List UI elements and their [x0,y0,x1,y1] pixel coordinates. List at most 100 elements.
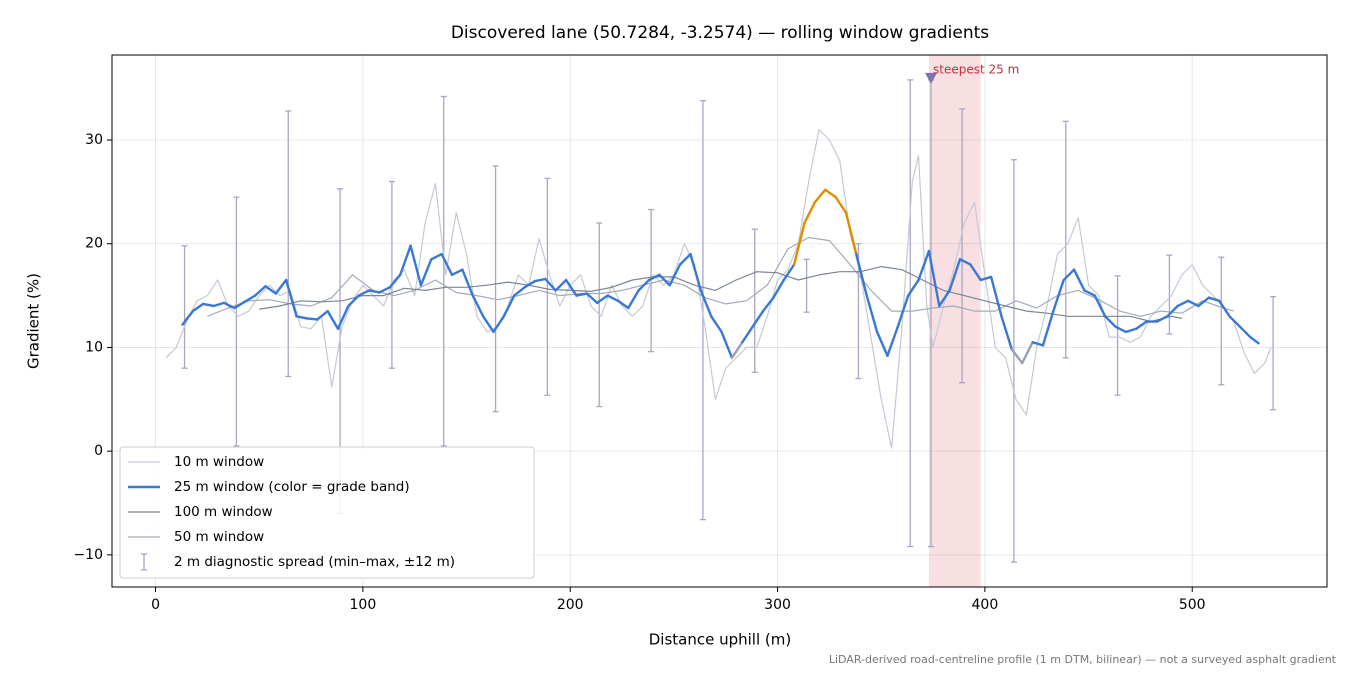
line-segment [1176,299,1190,308]
line-segment [782,263,796,282]
line-segment [471,294,485,318]
line-segment [1228,315,1242,328]
line-segment [824,188,837,199]
line-segment [678,252,692,266]
line-segment [606,294,620,302]
footnote: LiDAR-derived road-centreline profile (1… [829,653,1337,666]
line-segment [730,341,744,360]
line-segment [222,301,236,310]
legend-label: 2 m diagnostic spread (min–max, ±12 m) [174,554,455,570]
line-segment [1103,315,1117,328]
line-segment [336,304,350,330]
line-segment [233,300,246,310]
error-bar [544,177,551,396]
line-segment [969,263,982,282]
line-segment [430,252,443,261]
legend-label: 100 m window [174,504,273,520]
x-axis-label: Distance uphill (m) [649,631,791,649]
line-segment [533,277,547,283]
line-segment [989,275,1003,318]
line-segment [896,294,910,328]
line-segment [844,211,858,256]
legend-label: 10 m window [174,454,264,470]
line-segment [761,296,775,313]
y-tick-label: 0 [94,443,103,459]
line-segment [326,309,340,330]
line-segment [367,289,381,294]
line-segment [627,289,640,310]
line-segment [1124,327,1138,334]
line-segment [948,258,962,292]
line-segment [855,252,868,297]
line-segment [191,302,205,313]
line-segment [1052,278,1065,313]
line-segment [419,258,433,287]
x-tick-label: 500 [1179,597,1206,613]
line-segment [243,294,257,304]
line-segment [398,244,412,277]
line-segment [1062,268,1076,282]
chart-title: Discovered lane (50.7284, -3.2574) — rol… [451,23,989,43]
y-tick-label: 10 [85,339,103,355]
error-bar [181,245,188,369]
line-segment [212,301,226,308]
error-bar [1270,295,1277,411]
line-segment [450,268,464,277]
highlight-region [928,55,981,587]
line-segment [1249,335,1260,345]
line-segment [481,315,495,334]
line-segment [813,188,827,204]
error-bar [1114,275,1121,396]
line-series [259,266,1183,323]
line-segment [803,201,817,225]
line-segment [917,249,931,282]
error-bar [388,180,395,369]
line-segment [461,268,474,297]
line-segment [658,273,671,287]
line-series [207,236,1234,317]
line-segment [409,244,423,287]
legend-label: 50 m window [174,529,264,545]
line-segment [1197,296,1211,308]
x-tick-label: 0 [151,597,160,613]
line-segment [1166,304,1179,318]
line-segment [1072,268,1086,292]
line-segment [668,263,682,287]
line-segment [906,278,920,297]
line-segment [492,315,506,334]
line-segment [875,330,889,357]
error-bar [233,196,240,447]
line-segment [699,289,713,318]
line-segment [1021,341,1034,365]
line-segment [710,315,723,334]
line-segment [202,302,215,308]
line-segment [938,289,951,308]
error-bar [699,99,706,521]
line-segment [1186,299,1200,308]
line-segment [1238,325,1252,339]
line-segment [274,278,288,295]
line-segment [513,286,526,297]
line-segment [388,273,402,289]
line-segment [357,289,371,297]
line-segment [253,285,267,297]
error-bar [1166,254,1173,335]
line-segment [440,252,454,277]
line-segment [1114,325,1128,334]
error-bar [1062,120,1069,359]
highlight-marker [924,72,937,84]
line-segment [305,317,319,321]
error-bar [1010,159,1017,563]
error-bar [907,79,914,548]
line-segment [865,294,879,334]
y-tick-label: −10 [73,547,103,563]
error-bar [440,95,447,447]
line-segment [886,325,900,357]
x-tick-label: 100 [350,597,377,613]
line-segment [647,273,661,282]
line-segment [502,294,516,318]
line-segment [284,278,298,318]
y-axis-label: Gradient (%) [25,273,43,369]
line-segment [347,294,360,308]
